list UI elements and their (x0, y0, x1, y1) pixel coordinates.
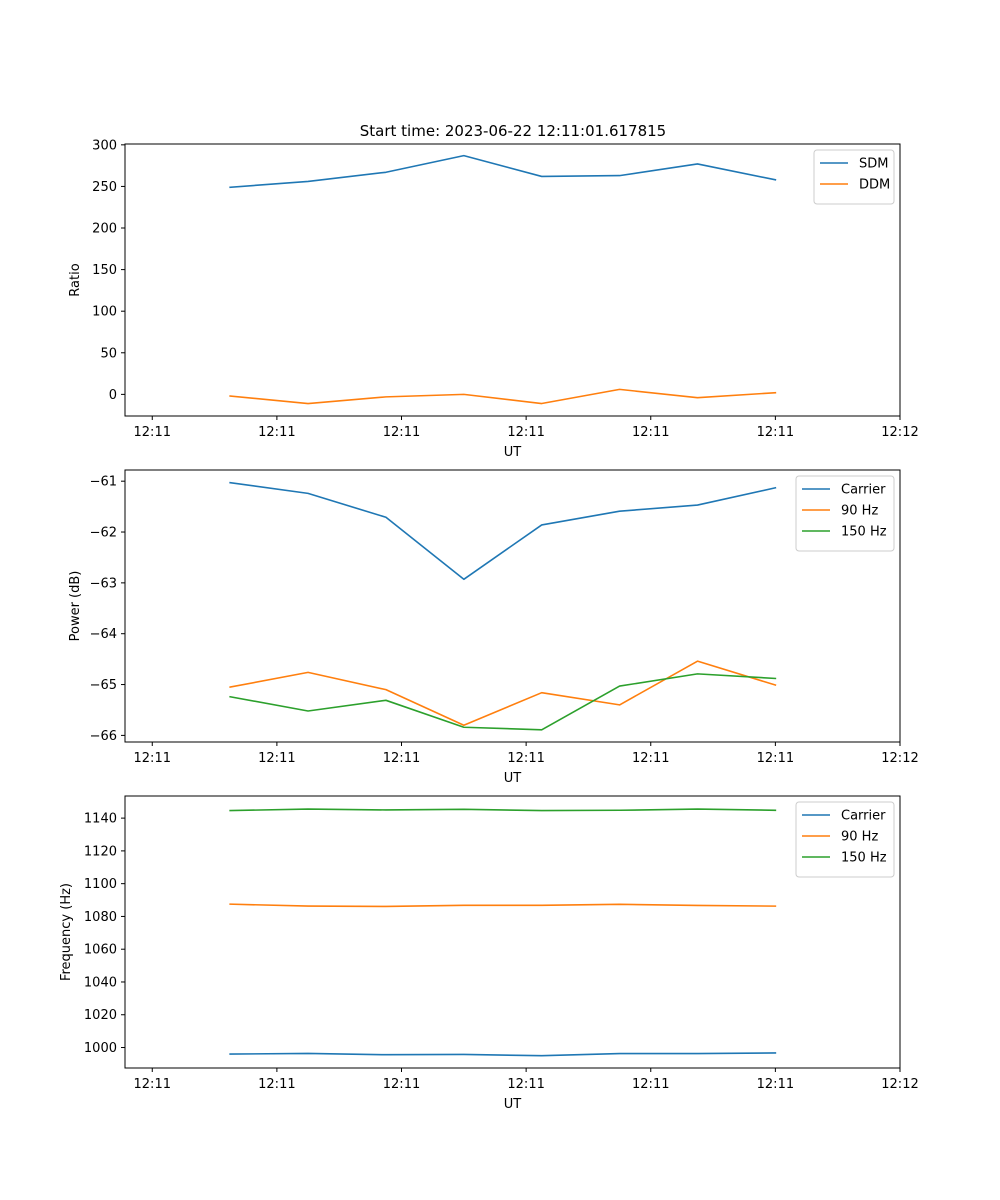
y-tick-label: −66 (90, 729, 117, 744)
y-tick-label: 300 (92, 138, 117, 153)
y-tick-label: 1060 (84, 943, 117, 958)
x-tick-label: 12:11 (757, 751, 794, 766)
y-tick-label: 100 (92, 305, 117, 320)
y-tick-label: 1140 (84, 812, 117, 827)
legend: Carrier 90 Hz 150 Hz (795, 475, 895, 552)
x-tick-label: 12:11 (134, 751, 171, 766)
y-tick-label: 250 (92, 180, 117, 195)
x-tick-label: 12:11 (134, 1077, 171, 1092)
x-tick-label: 12:12 (881, 425, 918, 440)
y-tick-label: −65 (90, 678, 117, 693)
y-tick-label: 1120 (84, 844, 117, 859)
legend-box (795, 801, 895, 878)
y-tick-label: 1040 (84, 975, 117, 990)
series-line-sdm (229, 154, 777, 189)
x-tick-label: 12:11 (258, 1077, 295, 1092)
axes-frame (124, 795, 901, 1069)
legend-label: 150 Hz (841, 851, 887, 866)
panel-power: 12:11 12:11 12:11 12:11 12:11 12:11 12:12 −66 −6… (68, 469, 919, 786)
y-tick-label: −63 (90, 576, 117, 591)
y-tick-label: 1020 (84, 1008, 117, 1023)
x-tick-label: 12:11 (507, 425, 544, 440)
y-tick-label: 150 (92, 263, 117, 278)
series-line-ddm (229, 388, 777, 405)
x-tick-label: 12:11 (383, 751, 420, 766)
legend-label: Carrier (841, 809, 886, 824)
legend-label: SDM (859, 157, 888, 172)
y-axis-label: Power (dB) (68, 571, 83, 642)
x-tick-label: 12:11 (258, 425, 295, 440)
legend: SDM DDM (813, 149, 895, 205)
panel-ratio: 12:11 12:11 12:11 12:11 12:11 12:11 12:12 0 50 10… (68, 138, 919, 460)
legend-label: 90 Hz (841, 830, 878, 845)
x-tick-label: 12:11 (507, 1077, 544, 1092)
x-axis-label: UT (504, 1097, 522, 1112)
x-axis-label: UT (504, 445, 522, 460)
y-tick-label: 1100 (84, 877, 117, 892)
y-tick-label: −64 (90, 627, 117, 642)
legend-box (795, 475, 895, 552)
x-tick-label: 12:11 (757, 1077, 794, 1092)
y-tick-label: −62 (90, 526, 117, 541)
x-tick-label: 12:11 (383, 1077, 420, 1092)
x-tick-label: 12:11 (258, 751, 295, 766)
y-tick-label: −61 (90, 475, 117, 490)
series-line-carrier (229, 481, 777, 581)
series-line-carrier (229, 1052, 777, 1057)
x-tick-label: 12:11 (632, 1077, 669, 1092)
legend-label: DDM (859, 178, 890, 193)
figure-title: Start time: 2023-06-22 12:11:01.617815 (360, 122, 666, 140)
series-line-150-hz (229, 673, 777, 731)
x-axis-label: UT (504, 771, 522, 786)
legend: Carrier 90 Hz 150 Hz (795, 801, 895, 878)
axes-frame (124, 143, 901, 417)
x-tick-label: 12:11 (507, 751, 544, 766)
x-tick-label: 12:11 (632, 425, 669, 440)
series-line-150-hz (229, 808, 777, 812)
y-tick-label: 0 (109, 388, 117, 403)
y-tick-label: 1000 (84, 1041, 117, 1056)
y-axis-label: Frequency (Hz) (59, 883, 74, 981)
x-tick-label: 12:12 (881, 751, 918, 766)
x-tick-label: 12:11 (134, 425, 171, 440)
legend-label: Carrier (841, 483, 886, 498)
panel-frequency: 12:11 12:11 12:11 12:11 12:11 12:11 12:12 1000 1… (59, 795, 919, 1112)
x-tick-label: 12:11 (383, 425, 420, 440)
x-tick-label: 12:11 (757, 425, 794, 440)
legend-label: 90 Hz (841, 504, 878, 519)
series-line-90-hz (229, 903, 777, 908)
legend-label: 150 Hz (841, 525, 887, 540)
x-tick-label: 12:11 (632, 751, 669, 766)
axes-frame (124, 469, 901, 743)
series-line-90-hz (229, 660, 777, 727)
x-tick-label: 12:12 (881, 1077, 918, 1092)
y-axis-label: Ratio (68, 263, 83, 296)
y-tick-label: 200 (92, 222, 117, 237)
y-tick-label: 50 (100, 346, 117, 361)
y-tick-label: 1080 (84, 910, 117, 925)
